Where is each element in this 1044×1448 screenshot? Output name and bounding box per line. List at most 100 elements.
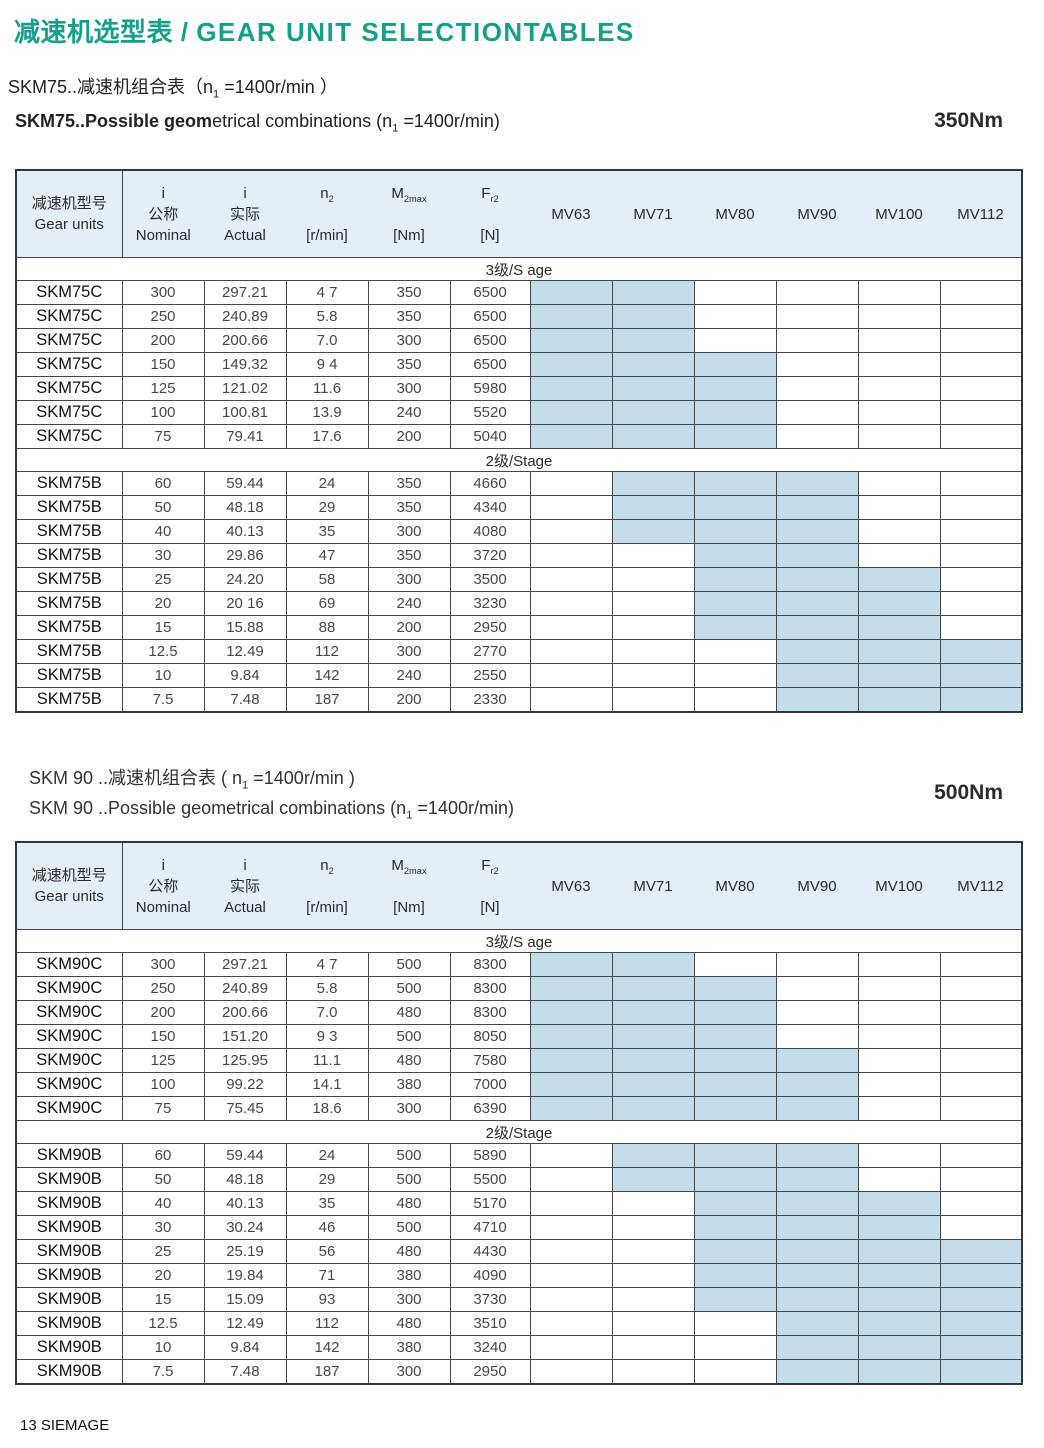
mv-cell-mv63 (529, 1191, 613, 1216)
mv-cell-mv90 (775, 976, 859, 1001)
page-title-separator: / (173, 17, 197, 47)
m2max-cell: 300 (367, 1096, 451, 1121)
col-header-mv71: MV71 (612, 170, 694, 258)
table-row: SKM75B 25 24.20 58 300 3500 (15, 567, 1023, 592)
mv-cell-mv90 (775, 424, 859, 449)
mv-cell-mv71 (611, 1024, 695, 1049)
n2-cell: 88 (285, 615, 369, 640)
mv-cell-mv63 (529, 591, 613, 616)
i-nominal-cell: 12.5 (121, 639, 205, 664)
page-title: 减速机选型表 / GEAR UNIT SELECTIONTABLES (0, 0, 1044, 49)
mv-cell-mv80 (693, 400, 777, 425)
i-nominal-cell: 200 (121, 328, 205, 353)
mv-cell-mv63 (529, 1096, 613, 1121)
mv-cell-mv71 (611, 639, 695, 664)
fr2-cell: 2950 (449, 1359, 531, 1385)
mv-cell-mv100 (857, 976, 941, 1001)
mv-cell-mv90 (775, 1072, 859, 1097)
mv-cell-mv63 (529, 1048, 613, 1073)
mv-cell-mv63 (529, 976, 613, 1001)
mv-cell-mv100 (857, 1239, 941, 1264)
col-header-i-nominal: i 公称 Nominal (122, 842, 204, 930)
n2-cell: 4 7 (285, 952, 369, 977)
gear-model-cell: SKM90C (15, 952, 123, 977)
table-row: SKM75C 100 100.81 13.9 240 5520 (15, 400, 1023, 425)
table-row: SKM75B 20 20 16 69 240 3230 (15, 591, 1023, 616)
fr2-cell: 2770 (449, 639, 531, 664)
mv-cell-mv63 (529, 328, 613, 353)
n2-cell: 56 (285, 1239, 369, 1264)
n2-cell: 7.0 (285, 328, 369, 353)
mv-cell-mv90 (775, 1191, 859, 1216)
mv-cell-mv112 (939, 639, 1023, 664)
mv-cell-mv80 (693, 1239, 777, 1264)
mv-cell-mv90 (775, 1239, 859, 1264)
gear-model-cell: SKM75B (15, 615, 123, 640)
col-header-mv90: MV90 (776, 170, 858, 258)
mv-cell-mv71 (611, 471, 695, 496)
col-header-mv100: MV100 (858, 170, 940, 258)
mv-cell-mv80 (693, 1048, 777, 1073)
mv-cell-mv100 (857, 424, 941, 449)
col-header-mv63: MV63 (530, 170, 612, 258)
col-header-mv112: MV112 (940, 842, 1022, 930)
mv-cell-mv100 (857, 615, 941, 640)
mv-cell-mv90 (775, 376, 859, 401)
mv-cell-mv71 (611, 976, 695, 1001)
fr2-cell: 5170 (449, 1191, 531, 1216)
i-nominal-cell: 50 (121, 1167, 205, 1192)
gear-model-cell: SKM90B (15, 1167, 123, 1192)
mv-cell-mv112 (939, 976, 1023, 1001)
mv-cell-mv100 (857, 1024, 941, 1049)
skm90-selection-table: 减速机型号 Gear units i 公称 Nominal i 实际 Actual n2[… (15, 841, 1023, 1385)
i-actual-cell: 59.44 (203, 471, 287, 496)
n2-cell: 13.9 (285, 400, 369, 425)
stage-label: 3级/S age (16, 929, 1022, 953)
gear-model-cell: SKM75B (15, 471, 123, 496)
i-nominal-cell: 125 (121, 1048, 205, 1073)
mv-cell-mv63 (529, 280, 613, 305)
mv-cell-mv90 (775, 1048, 859, 1073)
col-header-mv90: MV90 (776, 842, 858, 930)
n2-cell: 142 (285, 1335, 369, 1360)
stage-divider-row: 3级/S age (16, 929, 1022, 953)
i-nominal-cell: 25 (121, 567, 205, 592)
mv-cell-mv71 (611, 567, 695, 592)
mv-cell-mv112 (939, 952, 1023, 977)
table-row: SKM90B 7.5 7.48 187 300 2950 (15, 1359, 1023, 1385)
mv-cell-mv90 (775, 1359, 859, 1385)
i-actual-cell: 151.20 (203, 1024, 287, 1049)
m2max-cell: 300 (367, 328, 451, 353)
mv-cell-mv100 (857, 352, 941, 377)
m2max-cell: 480 (367, 1048, 451, 1073)
mv-cell-mv100 (857, 1287, 941, 1312)
mv-cell-mv90 (775, 952, 859, 977)
mv-cell-mv100 (857, 1072, 941, 1097)
i-actual-cell: 29.86 (203, 543, 287, 568)
mv-cell-mv63 (529, 495, 613, 520)
page-title-zh: 减速机选型表 (14, 17, 174, 47)
i-actual-cell: 79.41 (203, 424, 287, 449)
n2-cell: 29 (285, 1167, 369, 1192)
mv-cell-mv63 (529, 1000, 613, 1025)
n2-cell: 46 (285, 1215, 369, 1240)
mv-cell-mv90 (775, 471, 859, 496)
skm75-selection-table: 减速机型号 Gear units i 公称 Nominal i 实际 Actual n2[… (15, 169, 1023, 713)
table-row: SKM75C 150 149.32 9 4 350 6500 (15, 352, 1023, 377)
mv-cell-mv100 (857, 1000, 941, 1025)
gear-model-cell: SKM90C (15, 976, 123, 1001)
table-header-row: 减速机型号 Gear units i 公称 Nominal i 实际 Actual n2[… (16, 842, 1022, 930)
col-header-n2: n2 [r/min] (286, 842, 368, 930)
mv-cell-mv90 (775, 1000, 859, 1025)
n2-cell: 93 (285, 1287, 369, 1312)
gear-model-cell: SKM90B (15, 1311, 123, 1336)
gear-model-cell: SKM90B (15, 1191, 123, 1216)
table-row: SKM75B 60 59.44 24 350 4660 (15, 471, 1023, 496)
mv-cell-mv112 (939, 424, 1023, 449)
gear-model-cell: SKM75B (15, 543, 123, 568)
n2-cell: 35 (285, 1191, 369, 1216)
fr2-cell: 2550 (449, 663, 531, 688)
m2max-cell: 500 (367, 1167, 451, 1192)
n2-cell: 187 (285, 1359, 369, 1385)
mv-cell-mv80 (693, 1335, 777, 1360)
